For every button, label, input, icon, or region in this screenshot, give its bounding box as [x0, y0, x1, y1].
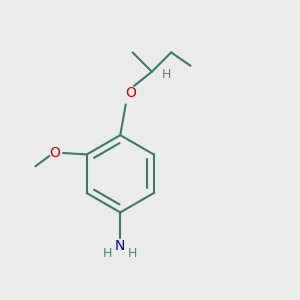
Text: H: H [128, 247, 137, 260]
Text: O: O [126, 85, 136, 100]
Text: H: H [103, 247, 112, 260]
Text: N: N [115, 239, 125, 253]
Text: O: O [49, 146, 60, 160]
Text: H: H [161, 68, 171, 81]
